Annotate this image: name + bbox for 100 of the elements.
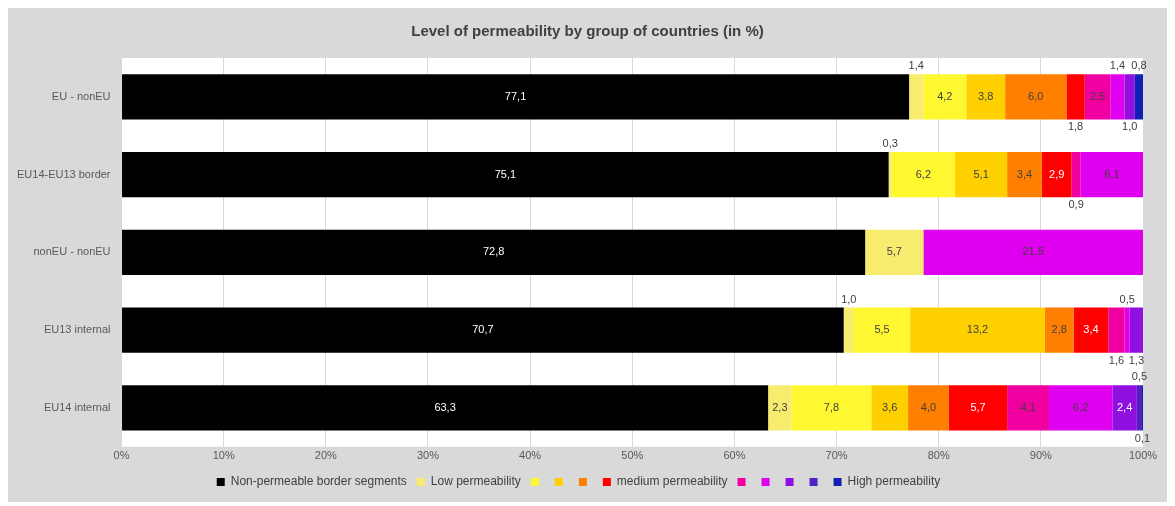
data-label: 0,1 xyxy=(1134,431,1151,444)
bar xyxy=(1084,74,1111,120)
data-label: 21,5 xyxy=(1022,245,1044,258)
x-tick-label: 20% xyxy=(314,449,338,462)
x-tick-label: 60% xyxy=(723,449,746,462)
bar xyxy=(1041,152,1072,198)
bar xyxy=(122,385,769,431)
data-label: 1,8 xyxy=(1067,120,1084,133)
bar xyxy=(865,229,924,275)
bar xyxy=(122,74,910,120)
data-label: 1,3 xyxy=(1128,353,1145,366)
data-label: 13,2 xyxy=(966,323,989,336)
data-label: 0,5 xyxy=(1131,370,1148,383)
data-label: 6,0 xyxy=(1028,89,1044,102)
bar xyxy=(1007,152,1042,198)
bar xyxy=(908,385,949,431)
x-tick-label: 10% xyxy=(212,449,235,462)
x-tick-label: 100% xyxy=(1128,449,1158,462)
bar xyxy=(871,385,909,431)
data-label: 6,2 xyxy=(1073,400,1089,413)
bar xyxy=(909,74,924,120)
bar xyxy=(948,385,1008,431)
x-tick-label: 30% xyxy=(416,449,440,462)
data-label: 5,1 xyxy=(973,167,989,180)
data-label: 1,0 xyxy=(841,292,857,305)
data-label: 4,2 xyxy=(937,89,953,102)
data-label: 75,1 xyxy=(494,167,517,180)
y-tick-label: nonEU - nonEU xyxy=(33,245,111,258)
data-label: 3,4 xyxy=(1083,323,1099,336)
legend-label: High permeability xyxy=(847,474,941,489)
bar xyxy=(1044,307,1074,353)
y-tick-label: EU14-EU13 border xyxy=(16,167,111,180)
bar xyxy=(966,74,1006,120)
x-tick-label: 70% xyxy=(825,449,848,462)
bar xyxy=(122,152,889,198)
legend-label: Low permeability xyxy=(430,474,521,489)
data-label: 2,3 xyxy=(772,400,788,413)
bar xyxy=(1108,307,1125,353)
data-label: 1,6 xyxy=(1108,353,1125,366)
bar xyxy=(923,74,967,120)
bar xyxy=(768,385,792,431)
data-label: 5,7 xyxy=(886,245,902,258)
data-label: 6,2 xyxy=(915,167,932,180)
x-tick-label: 0% xyxy=(113,449,130,462)
data-label: 2,4 xyxy=(1116,400,1133,413)
data-label: 0,9 xyxy=(1068,198,1084,211)
bar xyxy=(1134,74,1143,120)
bar xyxy=(1110,74,1125,120)
data-label: 2,8 xyxy=(1051,323,1067,336)
x-tick-label: 40% xyxy=(519,449,542,462)
bar xyxy=(1005,74,1067,120)
data-label: 1,0 xyxy=(1122,120,1138,133)
data-label: 4,0 xyxy=(920,400,937,413)
data-label: 5,5 xyxy=(874,323,890,336)
data-label: 77,1 xyxy=(504,89,527,102)
data-label: 6,1 xyxy=(1104,167,1120,180)
bar xyxy=(122,307,844,353)
bar xyxy=(910,307,1045,353)
bar xyxy=(1073,307,1109,353)
y-tick-label: EU13 internal xyxy=(43,323,111,336)
data-label: 0,5 xyxy=(1119,292,1135,305)
data-label: 7,8 xyxy=(823,400,840,413)
bar xyxy=(853,307,911,353)
bar xyxy=(1049,385,1113,431)
data-label: 2,9 xyxy=(1049,167,1065,180)
bar xyxy=(1007,385,1050,431)
data-label: 70,7 xyxy=(472,323,494,336)
bar xyxy=(1080,152,1143,198)
bar xyxy=(1112,385,1137,431)
data-label: 0,3 xyxy=(882,137,898,150)
data-label: 2,5 xyxy=(1089,89,1106,102)
y-tick-label: EU14 internal xyxy=(43,400,111,413)
bar xyxy=(1066,74,1085,120)
x-tick-label: 80% xyxy=(927,449,950,462)
bar xyxy=(923,229,1143,275)
bar xyxy=(122,229,866,275)
bar xyxy=(955,152,1008,198)
legend-label: Non-permeable border segments xyxy=(230,474,407,489)
bar xyxy=(791,385,872,431)
bar xyxy=(888,152,892,198)
bar xyxy=(1129,307,1143,353)
data-label: 3,4 xyxy=(1016,167,1033,180)
data-label: 3,6 xyxy=(882,400,898,413)
chart-title: Level of permeability by group of countries (in %) xyxy=(410,22,765,39)
bar xyxy=(891,152,956,198)
data-label: 63,3 xyxy=(434,400,456,413)
data-label: 72,8 xyxy=(482,245,505,258)
data-label: 1,4 xyxy=(1109,59,1126,72)
data-label: 1,4 xyxy=(908,59,924,72)
data-label: 4,1 xyxy=(1020,400,1036,413)
bar xyxy=(1124,74,1135,120)
x-tick-label: 50% xyxy=(621,449,644,462)
bar xyxy=(1071,152,1081,198)
y-tick-label: EU - nonEU xyxy=(51,89,111,102)
bar xyxy=(843,307,854,353)
bar xyxy=(1136,385,1142,431)
data-label: 0,8 xyxy=(1131,59,1147,72)
bar xyxy=(1124,307,1130,353)
x-tick-label: 90% xyxy=(1029,449,1053,462)
data-label: 5,7 xyxy=(970,400,986,413)
